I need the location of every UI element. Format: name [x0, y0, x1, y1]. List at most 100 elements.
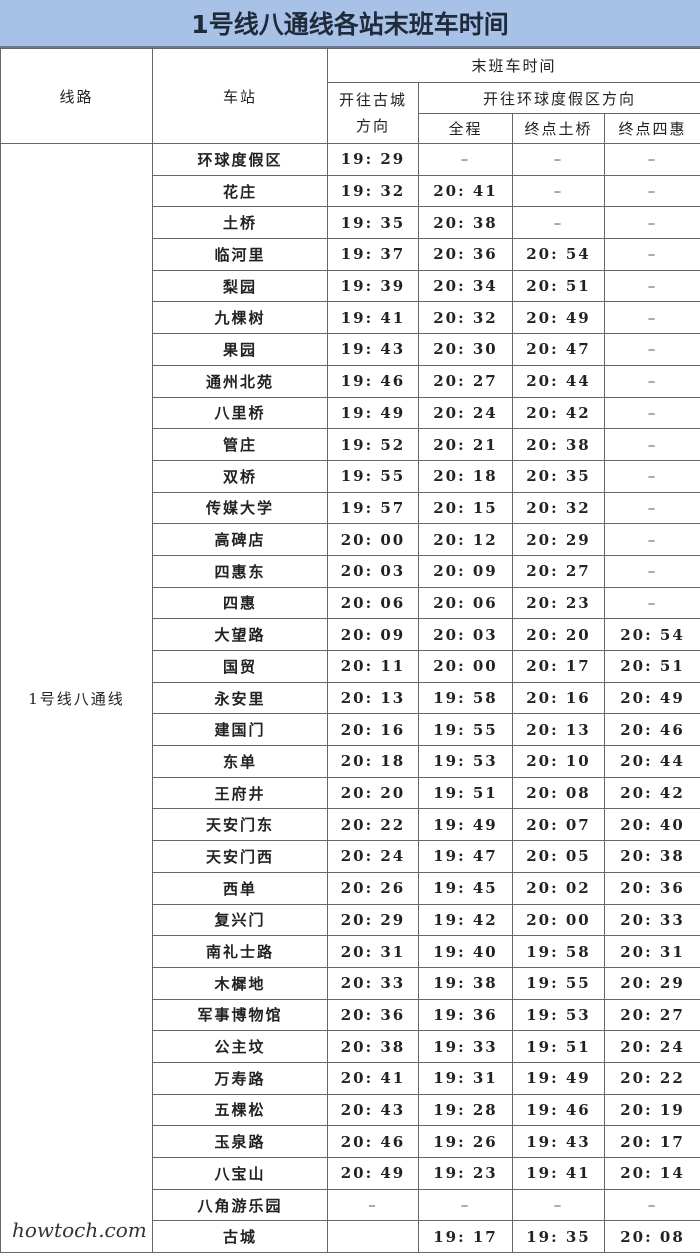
- to-gucheng-time: 20: 29: [328, 904, 419, 936]
- to-gucheng-time: 20: 41: [328, 1062, 419, 1094]
- to-gucheng-time: 20: 18: [328, 746, 419, 778]
- station-name: 大望路: [153, 619, 328, 651]
- full-route-time: 20: 27: [419, 365, 513, 397]
- end-sihui-time: 20: 51: [605, 651, 700, 683]
- full-route-time: 20: 41: [419, 175, 513, 207]
- end-sihui-time: –: [605, 175, 700, 207]
- end-tuqiao-time: 19: 53: [513, 999, 605, 1031]
- end-tuqiao-time: 20: 54: [513, 239, 605, 271]
- end-tuqiao-time: –: [513, 207, 605, 239]
- end-tuqiao-time: 20: 16: [513, 682, 605, 714]
- station-name: 土桥: [153, 207, 328, 239]
- to-gucheng-time: 20: 43: [328, 1094, 419, 1126]
- full-route-time: 19: 55: [419, 714, 513, 746]
- end-tuqiao-time: 20: 32: [513, 492, 605, 524]
- full-route-time: 19: 36: [419, 999, 513, 1031]
- to-gucheng-time: 20: 03: [328, 555, 419, 587]
- to-gucheng-time: 19: 41: [328, 302, 419, 334]
- station-name: 古城: [153, 1221, 328, 1253]
- full-route-time: 20: 34: [419, 270, 513, 302]
- end-tuqiao-time: 20: 49: [513, 302, 605, 334]
- end-sihui-time: –: [605, 1189, 700, 1221]
- end-sihui-time: –: [605, 334, 700, 366]
- to-gucheng-time: 20: 49: [328, 1158, 419, 1190]
- end-sihui-time: 20: 46: [605, 714, 700, 746]
- to-gucheng-time: 20: 36: [328, 999, 419, 1031]
- to-gucheng-time: 19: 39: [328, 270, 419, 302]
- to-gucheng-time: 20: 38: [328, 1031, 419, 1063]
- to-gucheng-time: 19: 35: [328, 207, 419, 239]
- full-route-time: 20: 30: [419, 334, 513, 366]
- full-route-time: 19: 51: [419, 777, 513, 809]
- end-tuqiao-time: 19: 41: [513, 1158, 605, 1190]
- header-station: 车站: [153, 49, 328, 144]
- full-route-time: 20: 09: [419, 555, 513, 587]
- watermark: howtoch.com: [12, 1218, 147, 1242]
- full-route-time: 19: 58: [419, 682, 513, 714]
- station-name: 临河里: [153, 239, 328, 271]
- station-name: 双桥: [153, 460, 328, 492]
- header-full: 全程: [419, 114, 513, 144]
- station-name: 八宝山: [153, 1158, 328, 1190]
- end-sihui-time: –: [605, 555, 700, 587]
- end-sihui-time: 20: 44: [605, 746, 700, 778]
- end-tuqiao-time: –: [513, 144, 605, 176]
- station-name: 国贸: [153, 651, 328, 683]
- full-route-time: 20: 12: [419, 524, 513, 556]
- end-tuqiao-time: 20: 27: [513, 555, 605, 587]
- full-route-time: –: [419, 144, 513, 176]
- full-route-time: 20: 21: [419, 429, 513, 461]
- station-name: 军事博物馆: [153, 999, 328, 1031]
- end-tuqiao-time: 20: 07: [513, 809, 605, 841]
- to-gucheng-time: 20: 06: [328, 587, 419, 619]
- station-name: 木樨地: [153, 967, 328, 999]
- station-name: 王府井: [153, 777, 328, 809]
- station-name: 西单: [153, 872, 328, 904]
- end-sihui-time: 20: 54: [605, 619, 700, 651]
- station-name: 梨园: [153, 270, 328, 302]
- station-name: 花庄: [153, 175, 328, 207]
- end-sihui-time: –: [605, 239, 700, 271]
- end-tuqiao-time: 20: 05: [513, 841, 605, 873]
- end-tuqiao-time: 20: 10: [513, 746, 605, 778]
- end-sihui-time: –: [605, 460, 700, 492]
- to-gucheng-time: 20: 09: [328, 619, 419, 651]
- to-gucheng-time: 20: 11: [328, 651, 419, 683]
- end-tuqiao-time: 20: 23: [513, 587, 605, 619]
- to-gucheng-time: 19: 57: [328, 492, 419, 524]
- end-tuqiao-time: 20: 47: [513, 334, 605, 366]
- station-name: 四惠东: [153, 555, 328, 587]
- to-gucheng-time: 19: 37: [328, 239, 419, 271]
- station-name: 传媒大学: [153, 492, 328, 524]
- full-route-time: 19: 33: [419, 1031, 513, 1063]
- station-name: 南礼士路: [153, 936, 328, 968]
- end-sihui-time: 20: 27: [605, 999, 700, 1031]
- header-line: 线路: [1, 49, 153, 144]
- end-sihui-time: –: [605, 302, 700, 334]
- end-sihui-time: –: [605, 524, 700, 556]
- to-gucheng-time: 20: 16: [328, 714, 419, 746]
- end-sihui-time: 20: 36: [605, 872, 700, 904]
- full-route-time: 20: 38: [419, 207, 513, 239]
- end-sihui-time: 20: 38: [605, 841, 700, 873]
- to-gucheng-time: 19: 32: [328, 175, 419, 207]
- end-tuqiao-time: 20: 29: [513, 524, 605, 556]
- end-sihui-time: –: [605, 270, 700, 302]
- end-sihui-time: –: [605, 397, 700, 429]
- end-tuqiao-time: 19: 43: [513, 1126, 605, 1158]
- to-gucheng-time: 20: 22: [328, 809, 419, 841]
- to-gucheng-time: 20: 00: [328, 524, 419, 556]
- end-tuqiao-time: 19: 49: [513, 1062, 605, 1094]
- to-gucheng-time: 20: 31: [328, 936, 419, 968]
- to-gucheng-time: 20: 46: [328, 1126, 419, 1158]
- end-sihui-time: –: [605, 365, 700, 397]
- station-name: 五棵松: [153, 1094, 328, 1126]
- timetable: 线路 车站 末班车时间 开往古城方向 开往环球度假区方向 全程 终点土桥 终点四…: [0, 48, 700, 1253]
- end-sihui-time: –: [605, 429, 700, 461]
- end-sihui-time: –: [605, 207, 700, 239]
- station-name: 玉泉路: [153, 1126, 328, 1158]
- station-name: 环球度假区: [153, 144, 328, 176]
- full-route-time: 19: 23: [419, 1158, 513, 1190]
- end-tuqiao-time: 19: 35: [513, 1221, 605, 1253]
- end-tuqiao-time: 19: 51: [513, 1031, 605, 1063]
